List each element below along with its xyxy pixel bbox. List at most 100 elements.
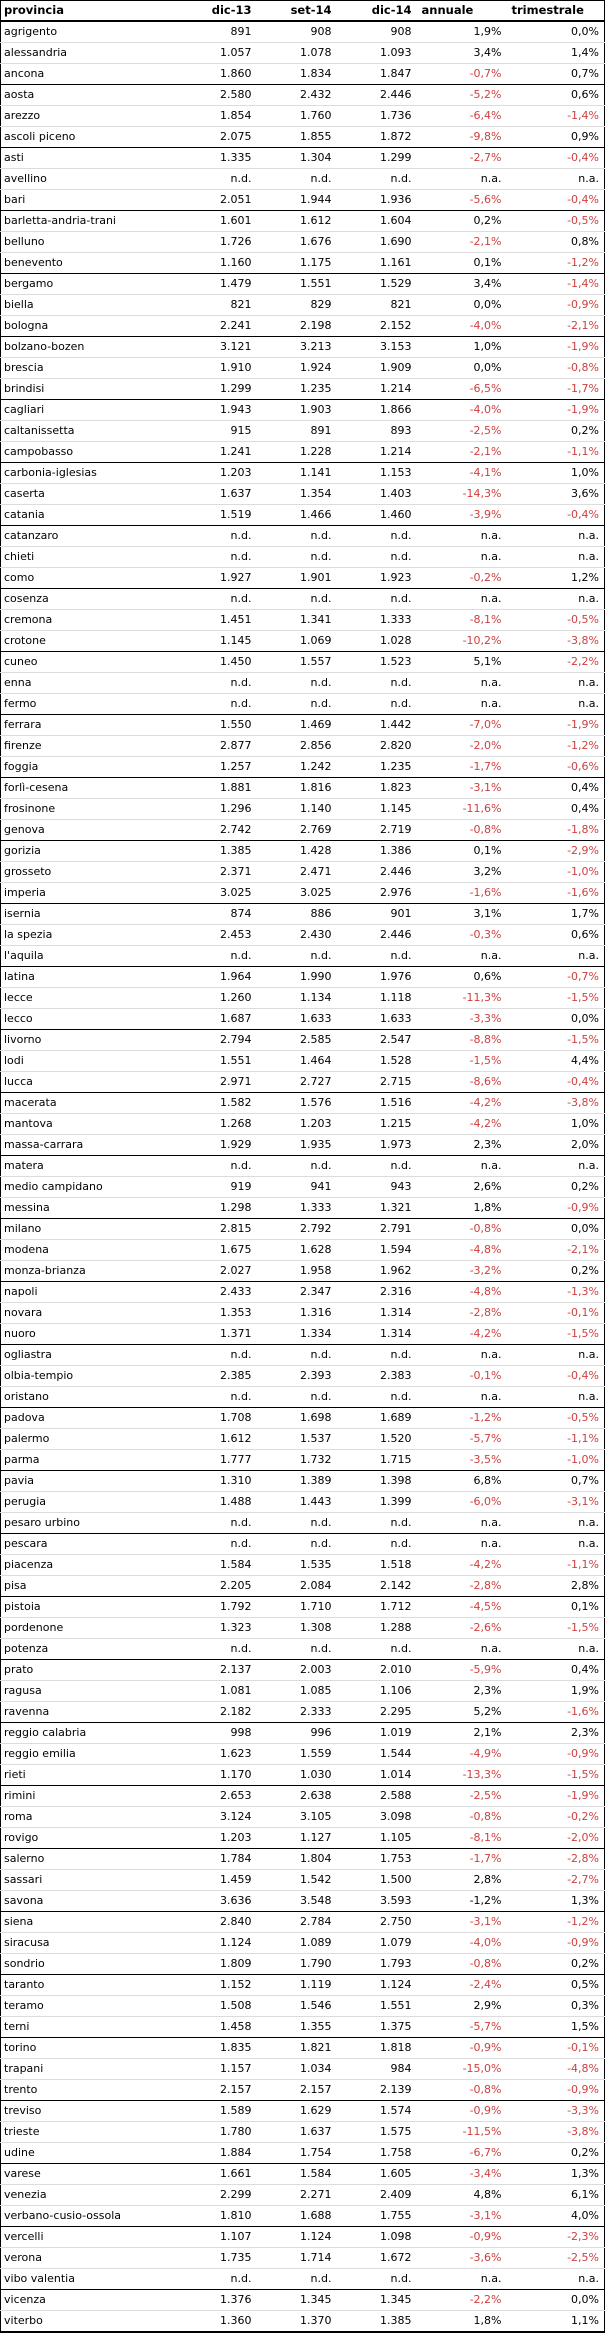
cell-trimestrale: -1,4%: [567, 109, 599, 122]
cell-trimestrale: -1,9%: [567, 1789, 599, 1802]
table-row: pordenone 1.323 1.308 1.288 -2,6% -1,5%: [0, 1617, 605, 1639]
cell-dic-13: 1.675: [220, 1243, 252, 1256]
cell-dic-13: 1.661: [220, 2167, 252, 2180]
cell-provincia: livorno: [4, 1033, 42, 1046]
cell-set-14: n.d.: [310, 1159, 332, 1172]
cell-dic-13: n.d.: [230, 1642, 252, 1655]
cell-trimestrale: n.a.: [578, 1390, 599, 1403]
cell-set-14: 1.078: [300, 46, 332, 59]
table-row: viterbo 1.360 1.370 1.385 1,8% 1,1%: [0, 2310, 605, 2333]
cell-annuale: -2,5%: [469, 1789, 502, 1802]
cell-provincia: cuneo: [4, 655, 38, 668]
cell-set-14: 1.069: [300, 634, 332, 647]
cell-annuale: -0,9%: [469, 2230, 502, 2243]
cell-annuale: 1,8%: [473, 2314, 502, 2327]
cell-trimestrale: -0,4%: [567, 193, 599, 206]
cell-provincia: massa-carrara: [4, 1138, 84, 1151]
table-row: rieti 1.170 1.030 1.014 -13,3% -1,5%: [0, 1764, 605, 1786]
cell-set-14: 2.784: [300, 1915, 332, 1928]
cell-annuale: -6,4%: [469, 109, 502, 122]
cell-dic-13: 1.623: [220, 1747, 252, 1760]
cell-set-14: n.d.: [310, 592, 332, 605]
cell-annuale: -5,9%: [469, 1663, 502, 1676]
cell-dic-14: 1.014: [380, 1768, 412, 1781]
cell-trimestrale: 0,6%: [571, 88, 599, 101]
cell-set-14: 1.559: [300, 1747, 332, 1760]
table-row: avellino n.d. n.d. n.d. n.a. n.a.: [0, 168, 605, 190]
cell-trimestrale: -3,8%: [567, 634, 599, 647]
cell-set-14: 1.698: [300, 1411, 332, 1424]
cell-annuale: 4,8%: [473, 2188, 502, 2201]
cell-annuale: n.a.: [480, 550, 502, 563]
cell-dic-13: 2.182: [220, 1705, 252, 1718]
cell-dic-13: 1.310: [220, 1474, 252, 1487]
cell-provincia: vicenza: [4, 2293, 46, 2306]
cell-dic-13: 1.057: [220, 46, 252, 59]
cell-dic-13: 2.653: [220, 1789, 252, 1802]
cell-dic-13: 1.910: [220, 361, 252, 374]
cell-trimestrale: 4,4%: [571, 1054, 599, 1067]
cell-set-14: 1.576: [300, 1096, 332, 1109]
cell-trimestrale: -1,5%: [567, 1768, 599, 1781]
cell-trimestrale: -1,5%: [567, 1327, 599, 1340]
table-row: aosta 2.580 2.432 2.446 -5,2% 0,6%: [0, 84, 605, 106]
cell-trimestrale: -2,3%: [567, 2230, 599, 2243]
cell-dic-13: 1.479: [220, 277, 252, 290]
cell-dic-13: n.d.: [230, 1390, 252, 1403]
column-header-dic-14: dic-14: [336, 0, 417, 22]
cell-dic-14: 1.105: [380, 1831, 412, 1844]
cell-dic-13: 1.860: [220, 67, 252, 80]
cell-provincia: modena: [4, 1243, 49, 1256]
cell-annuale: 0,1%: [473, 844, 502, 857]
cell-trimestrale: -1,9%: [567, 403, 599, 416]
cell-set-14: n.d.: [310, 697, 332, 710]
cell-dic-14: 1.399: [380, 1495, 412, 1508]
cell-dic-13: n.d.: [230, 172, 252, 185]
table-row: chieti n.d. n.d. n.d. n.a. n.a.: [0, 546, 605, 568]
cell-trimestrale: -2,2%: [567, 655, 599, 668]
cell-annuale: 0,2%: [473, 214, 502, 227]
cell-dic-14: 1.403: [380, 487, 412, 500]
cell-trimestrale: -3,8%: [567, 1096, 599, 1109]
cell-dic-14: 1.214: [380, 382, 412, 395]
cell-provincia: taranto: [4, 1978, 45, 1991]
cell-annuale: 3,1%: [473, 907, 502, 920]
cell-set-14: 1.203: [300, 1117, 332, 1130]
cell-dic-14: 1.528: [380, 1054, 412, 1067]
cell-trimestrale: -0,9%: [567, 2083, 599, 2096]
cell-dic-14: 1.973: [380, 1138, 412, 1151]
cell-set-14: 2.430: [300, 928, 332, 941]
table-row: caltanissetta 915 891 893 -2,5% 0,2%: [0, 420, 605, 442]
cell-dic-13: 2.385: [220, 1369, 252, 1382]
cell-dic-13: 1.203: [220, 466, 252, 479]
cell-dic-13: 3.025: [220, 886, 252, 899]
cell-trimestrale: 0,2%: [571, 1957, 599, 1970]
cell-trimestrale: -1,2%: [567, 739, 599, 752]
cell-set-14: 1.235: [300, 382, 332, 395]
cell-set-14: n.d.: [310, 172, 332, 185]
cell-annuale: -4,8%: [469, 1285, 502, 1298]
table-header: provincia dic-13 set-14 dic-14 annuale trimes…: [0, 0, 605, 22]
cell-annuale: -0,8%: [469, 1222, 502, 1235]
column-header-provincia: provincia: [0, 0, 191, 22]
cell-dic-14: 1.551: [380, 1999, 412, 2012]
cell-dic-14: 2.446: [380, 928, 412, 941]
cell-dic-14: 1.604: [380, 214, 412, 227]
cell-annuale: 0,0%: [473, 298, 502, 311]
cell-trimestrale: 6,1%: [571, 2188, 599, 2201]
cell-dic-13: n.d.: [230, 676, 252, 689]
cell-provincia: verbano-cusio-ossola: [4, 2209, 122, 2222]
cell-provincia: parma: [4, 1453, 40, 1466]
cell-set-14: 1.443: [300, 1495, 332, 1508]
cell-provincia: asti: [4, 151, 24, 164]
cell-annuale: -2,7%: [469, 151, 502, 164]
cell-dic-14: 1.288: [380, 1621, 412, 1634]
table-row: catanzaro n.d. n.d. n.d. n.a. n.a.: [0, 525, 605, 547]
cell-trimestrale: 0,0%: [571, 1012, 599, 1025]
cell-provincia: ogliastra: [4, 1348, 52, 1361]
cell-trimestrale: 2,3%: [571, 1726, 599, 1739]
cell-dic-14: 984: [390, 2062, 412, 2075]
cell-dic-13: n.d.: [230, 697, 252, 710]
cell-trimestrale: -1,9%: [567, 718, 599, 731]
cell-dic-13: 1.792: [220, 1600, 252, 1613]
